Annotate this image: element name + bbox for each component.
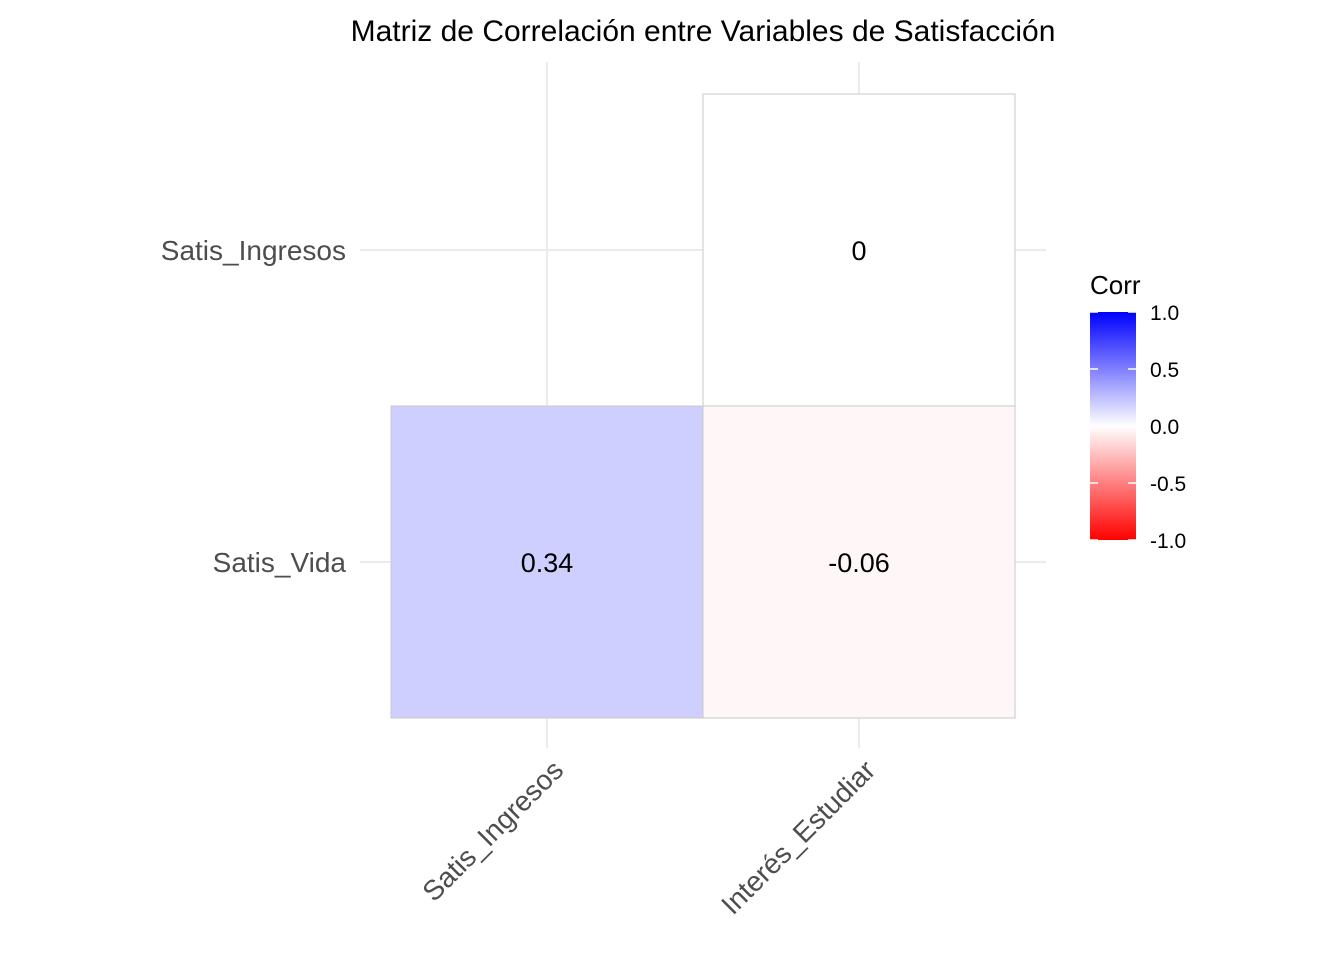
cell-value-label: -0.06 [828, 548, 890, 578]
y-tick-label: Satis_Ingresos [161, 235, 346, 266]
legend-tick-label: -1.0 [1150, 530, 1186, 553]
legend-tick-label: 0.0 [1150, 416, 1179, 439]
legend-tick-label: -0.5 [1150, 473, 1186, 496]
cell-value-label: 0 [851, 236, 866, 266]
chart-title: Matriz de Correlación entre Variables de… [351, 15, 1056, 48]
heatmap-tiles: 0.34 -0.06 0 [390, 93, 1016, 719]
legend-tick-label: 0.5 [1150, 359, 1179, 382]
heatmap-tile-satis-vida-satis-ingresos [390, 405, 704, 719]
heatmap-tile-satis-vida-interes-estudiar [702, 405, 1016, 719]
cell-value-label: 0.34 [521, 548, 574, 578]
heatmap-tile-satis-ingresos-interes-estudiar [702, 93, 1016, 407]
y-tick-label: Satis_Vida [213, 547, 347, 578]
legend-title: Corr [1090, 270, 1141, 300]
color-legend: Corr 1.0 0.5 0.0 -0.5 -1.0 [1090, 270, 1186, 553]
legend-tick-label: 1.0 [1150, 302, 1179, 325]
